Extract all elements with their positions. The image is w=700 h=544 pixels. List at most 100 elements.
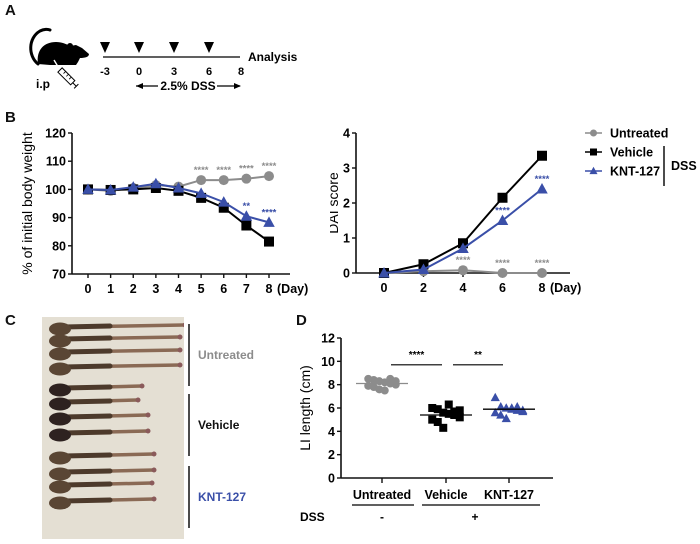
x-tick-label: 6 (499, 281, 506, 295)
y-tick-label: 110 (46, 155, 66, 169)
series-knt-127 (82, 177, 275, 227)
colon-specimen (49, 334, 183, 348)
legend-label: KNT-127 (610, 165, 660, 179)
data-point (496, 410, 506, 419)
cecum (49, 322, 71, 336)
colon-end (149, 480, 155, 486)
colon-end (135, 397, 141, 403)
data-point (496, 402, 506, 411)
data-point (82, 183, 94, 194)
colon-end (151, 496, 157, 502)
data-point (512, 402, 522, 411)
data-point (450, 407, 459, 416)
significance-label: **** (262, 207, 277, 218)
data-point (263, 216, 275, 227)
data-point (150, 177, 162, 189)
colon-end (139, 383, 145, 389)
y-tick-label: 100 (45, 183, 66, 197)
y-tick-label: 90 (52, 211, 66, 225)
colon-specimen (49, 480, 155, 494)
colon-proximal (61, 348, 113, 355)
injection-arrow-icon (169, 42, 179, 53)
colon-end (151, 467, 157, 473)
x-tick-label: 1 (107, 282, 114, 296)
dss-bracket-label: DSS (671, 159, 697, 173)
chart-dai-score: 0 1 2 3 4 0 2 4 6 8 (Day) DAI score **** **** **** ****… (330, 127, 697, 296)
data-point (380, 386, 389, 395)
significance-label: **** (262, 161, 277, 172)
colon-specimen (49, 496, 157, 510)
y-axis-label: % of initial body weight (19, 132, 35, 275)
data-point (428, 415, 437, 424)
colon-proximal (61, 481, 113, 488)
significance-label: **** (535, 174, 550, 185)
y-tick-label: 4 (343, 127, 350, 141)
legend-marker (590, 148, 597, 156)
group-label: KNT-127 (198, 490, 246, 504)
timeline-day-label: 3 (171, 66, 177, 78)
colon-end (145, 412, 151, 418)
x-tick-label: 7 (243, 282, 250, 296)
data-point (455, 406, 464, 415)
timeline-day-label: 6 (206, 66, 212, 78)
colon-specimen (49, 467, 157, 481)
data-point (218, 202, 229, 213)
colon-proximal (61, 398, 113, 405)
significance-label: **** (194, 165, 209, 176)
colon-specimen (49, 347, 183, 361)
x-axis-label: (Day) (277, 282, 308, 296)
route-label: i.p (36, 77, 50, 91)
data-point (457, 242, 469, 253)
panel-a-letter: A (5, 2, 16, 19)
panel-b-letter: B (5, 109, 16, 126)
significance-label: **** (495, 206, 510, 217)
data-point (490, 407, 500, 417)
y-tick-label: 1 (343, 232, 350, 246)
colon-proximal (61, 335, 113, 342)
colon-proximal (61, 429, 113, 436)
cecum (49, 480, 71, 494)
data-point (428, 404, 437, 412)
data-point (433, 418, 442, 426)
colon-end (177, 362, 183, 368)
x-axis-label: (Day) (550, 281, 581, 295)
cecum (49, 347, 71, 361)
significance-label: **** (409, 350, 425, 361)
x-tick-label: 4 (175, 282, 182, 296)
data-point (536, 183, 548, 194)
data-point (218, 175, 229, 186)
significance-label: **** (239, 164, 254, 175)
colon-proximal (61, 363, 113, 370)
colon-tissues (49, 322, 188, 510)
legend-label: Untreated (610, 127, 668, 141)
colon-specimen (49, 397, 141, 411)
legend-label: Vehicle (610, 146, 653, 160)
injection-arrow-icon (134, 42, 144, 53)
injection-arrow-icon (204, 42, 214, 53)
y-axis-label: DAI score (330, 172, 341, 234)
data-point (439, 423, 448, 432)
data-point (104, 183, 117, 195)
data-point (501, 413, 511, 423)
treatment-label: 2.5% DSS (160, 79, 215, 93)
colon-specimen (49, 451, 157, 465)
data-point (417, 263, 430, 274)
data-point (240, 210, 253, 221)
group-label: Untreated (198, 348, 254, 362)
group-label: Vehicle (198, 418, 240, 432)
cecum (49, 451, 71, 465)
legend-marker (590, 129, 597, 137)
y-tick-label: 70 (52, 268, 66, 282)
data-point (264, 171, 274, 182)
data-point (241, 173, 252, 184)
cecum (49, 412, 71, 426)
colon-specimen (49, 412, 151, 426)
data-point (497, 268, 508, 278)
data-point (264, 236, 274, 247)
data-point (537, 268, 547, 278)
y-tick-label: 12 (321, 332, 335, 346)
data-point (497, 192, 508, 203)
syringe-icon (53, 59, 79, 89)
colon-end (177, 334, 183, 340)
y-tick-label: 0 (343, 267, 350, 281)
